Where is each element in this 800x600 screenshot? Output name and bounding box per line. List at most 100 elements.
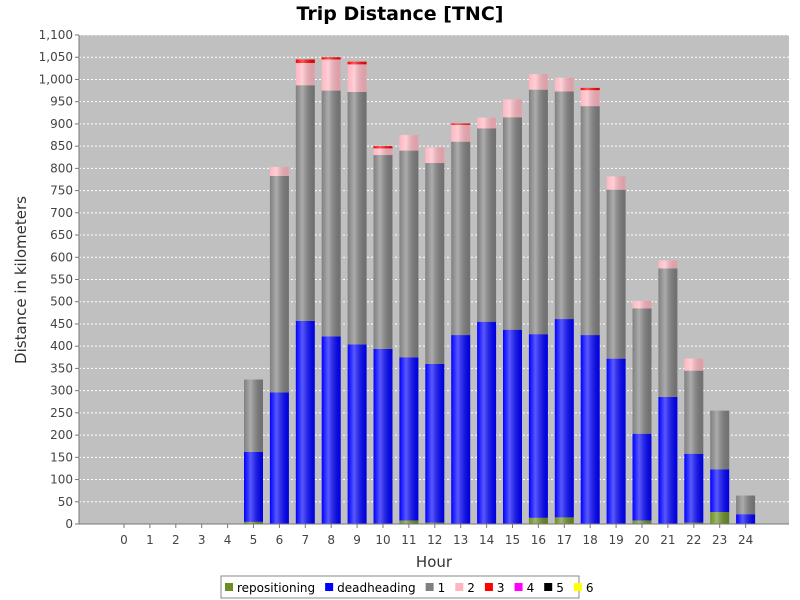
bar-highlight	[295, 85, 315, 321]
legend-swatch-deadheading	[325, 583, 334, 591]
legend-swatch-1	[425, 583, 434, 591]
bar-highlight	[736, 514, 756, 524]
bar-highlight	[528, 74, 548, 90]
x-tick-label: 0	[120, 533, 128, 547]
x-tick-label: 3	[198, 533, 206, 547]
x-tick-label: 15	[505, 533, 520, 547]
bar-highlight	[503, 117, 522, 330]
bar-highlight	[632, 300, 652, 309]
x-tick-label: 17	[557, 533, 572, 547]
x-tick-label: 2	[172, 533, 180, 547]
y-tick-label: 200	[50, 428, 73, 442]
legend-label-3: 3	[497, 581, 505, 595]
bar-highlight	[425, 147, 445, 164]
x-tick-label: 14	[479, 533, 494, 547]
legend-swatch-repositioning	[225, 583, 233, 591]
legend-swatch-5	[544, 583, 553, 591]
bar-highlight	[399, 357, 419, 521]
bar-highlight	[503, 329, 522, 524]
y-tick-label: 1,000	[39, 72, 73, 86]
y-tick-labels: 0 50 100 150 200 250 300 350 400 450 500 550 600 650 7…	[39, 28, 73, 531]
bar-highlight	[269, 175, 289, 393]
bar-highlight	[373, 146, 393, 149]
bar-highlight	[658, 396, 678, 524]
chart-title: Trip Distance [TNC]	[297, 3, 504, 25]
x-tick-label: 6	[276, 533, 284, 547]
x-tick-label: 19	[608, 533, 623, 547]
legend-label-2: 2	[467, 581, 475, 595]
bar-highlight	[451, 124, 471, 142]
legend: repositioning deadheading 1 2 3 4 5 6	[220, 575, 593, 599]
x-tick-label: 18	[583, 533, 598, 547]
bar-highlight	[425, 363, 445, 523]
bar-highlight	[321, 57, 341, 60]
bar-highlight	[425, 163, 445, 364]
x-tick-label: 21	[660, 533, 675, 547]
y-tick-label: 300	[50, 384, 73, 398]
bar-highlight	[580, 335, 600, 524]
bar-highlight	[295, 320, 315, 524]
bar-highlight	[528, 89, 548, 335]
bar-highlight	[477, 117, 497, 129]
y-tick-label: 400	[50, 339, 73, 353]
bar-highlight	[321, 90, 341, 337]
y-tick-label: 0	[65, 517, 73, 531]
bar-highlight	[528, 334, 548, 518]
bar-highlight	[477, 128, 497, 322]
bar-highlight	[554, 77, 574, 92]
bar-highlight	[580, 90, 600, 107]
x-tick-label: 4	[224, 533, 232, 547]
x-tick-label: 16	[531, 533, 546, 547]
bar-highlight	[373, 348, 393, 524]
bar-highlight	[399, 520, 419, 524]
x-tick-label: 9	[353, 533, 361, 547]
bar-highlight	[606, 358, 626, 524]
bar-highlight	[528, 517, 548, 524]
bar-highlight	[244, 451, 263, 522]
bar-highlight	[399, 135, 419, 151]
legend-swatch-2	[455, 583, 464, 591]
x-tick-label: 23	[712, 533, 727, 547]
y-tick-label: 500	[50, 295, 73, 309]
bar-highlight	[736, 495, 756, 515]
bar-highlight	[632, 520, 652, 524]
x-tick-label: 8	[327, 533, 335, 547]
y-tick-label: 700	[50, 206, 73, 220]
x-axis-label: Hour	[416, 553, 453, 571]
x-tick-label: 24	[738, 533, 753, 547]
y-tick-label: 1,100	[39, 28, 73, 42]
bar-highlight	[710, 511, 730, 524]
y-tick-label: 150	[50, 450, 73, 464]
bar-highlight	[451, 335, 471, 524]
y-tick-label: 900	[50, 117, 73, 131]
legend-label-deadheading: deadheading	[337, 581, 416, 595]
bar-highlight	[347, 64, 367, 92]
y-tick-label: 850	[50, 139, 73, 153]
y-tick-label: 50	[58, 495, 73, 509]
bar-highlight	[710, 410, 730, 470]
bar-highlight	[554, 319, 574, 518]
bar-highlight	[503, 99, 522, 118]
legend-swatch-3	[484, 583, 493, 591]
bar-highlight	[658, 260, 678, 269]
bar-highlight	[632, 308, 652, 434]
x-tick-label: 7	[301, 533, 309, 547]
bar-highlight	[451, 123, 471, 125]
bar-highlight	[347, 91, 367, 345]
y-tick-label: 750	[50, 184, 73, 198]
bar-highlight	[580, 106, 600, 336]
bar-highlight	[580, 87, 600, 91]
bar-highlight	[684, 522, 704, 524]
x-tick-label: 5	[250, 533, 258, 547]
bar-highlight	[658, 268, 678, 397]
bar-highlight	[321, 336, 341, 524]
bar-highlight	[399, 150, 419, 358]
bar-highlight	[684, 453, 704, 523]
bar-highlight	[425, 522, 445, 524]
legend-label-5: 5	[556, 581, 564, 595]
bar-highlight	[684, 370, 704, 454]
bar-highlight	[244, 379, 263, 452]
bar-highlight	[321, 59, 341, 91]
bar-highlight	[269, 392, 289, 524]
